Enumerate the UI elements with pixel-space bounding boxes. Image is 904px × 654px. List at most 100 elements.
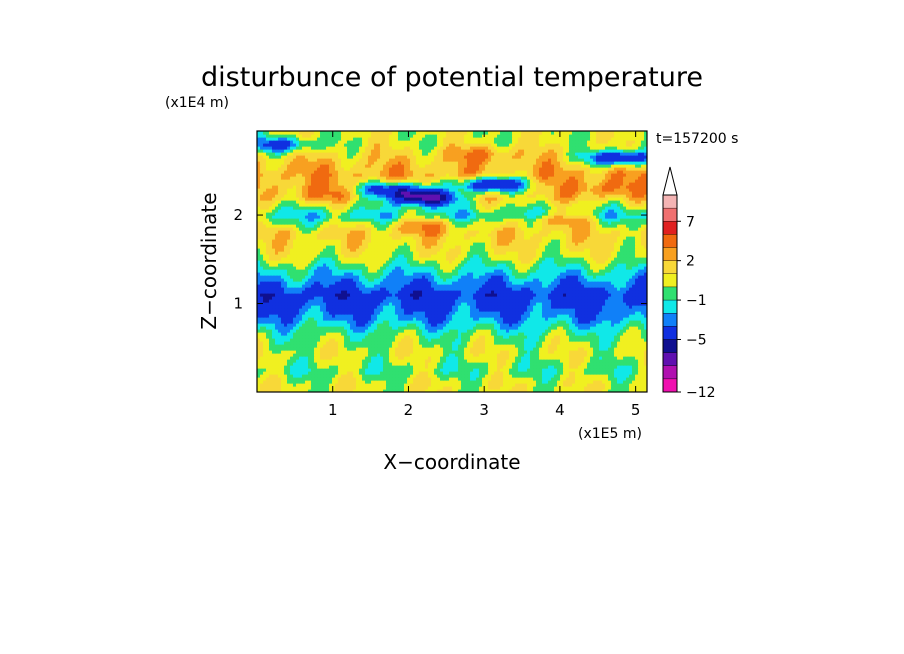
field-cell <box>260 296 264 300</box>
field-cell <box>353 311 357 315</box>
field-cell <box>557 359 561 363</box>
field-cell <box>365 383 369 387</box>
field-cell <box>638 356 642 360</box>
field-cell <box>257 275 261 279</box>
field-cell <box>428 341 432 345</box>
field-cell <box>326 353 330 357</box>
field-cell <box>263 296 267 300</box>
field-cell <box>395 299 399 303</box>
field-cell <box>545 293 549 297</box>
field-cell <box>509 341 513 345</box>
field-cell <box>500 299 504 303</box>
field-cell <box>464 353 468 357</box>
field-cell <box>302 341 306 345</box>
field-cell <box>422 308 426 312</box>
field-cell <box>569 332 573 336</box>
field-cell <box>299 314 303 318</box>
field-cell <box>635 314 639 318</box>
field-cell <box>392 305 396 309</box>
field-cell <box>272 323 276 327</box>
field-cell <box>296 332 300 336</box>
field-cell <box>464 278 468 282</box>
field-cell <box>467 302 471 306</box>
field-cell <box>362 386 366 390</box>
field-cell <box>455 344 459 348</box>
field-cell <box>503 365 507 369</box>
field-cell <box>464 299 468 303</box>
field-cell <box>440 326 444 330</box>
field-cell <box>632 341 636 345</box>
field-cell <box>581 335 585 339</box>
field-cell <box>377 323 381 327</box>
field-cell <box>257 380 261 384</box>
field-cell <box>518 308 522 312</box>
field-cell <box>611 383 615 387</box>
field-cell <box>398 326 402 330</box>
field-cell <box>305 326 309 330</box>
field-cell <box>584 314 588 318</box>
field-cell <box>413 368 417 372</box>
field-cell <box>515 290 519 294</box>
field-cell <box>410 329 414 333</box>
field-cell <box>467 365 471 369</box>
field-cell <box>455 386 459 390</box>
field-cell <box>425 347 429 351</box>
field-cell <box>563 383 567 387</box>
field-cell <box>470 350 474 354</box>
field-cell <box>368 293 372 297</box>
field-cell <box>482 344 486 348</box>
field-cell <box>353 335 357 339</box>
field-cell <box>569 296 573 300</box>
field-cell <box>311 338 315 342</box>
field-cell <box>506 305 510 309</box>
field-cell <box>629 338 633 342</box>
field-cell <box>404 281 408 285</box>
field-cell <box>275 377 279 381</box>
field-cell <box>587 374 591 378</box>
field-cell <box>581 296 585 300</box>
field-cell <box>542 305 546 309</box>
field-cell <box>596 320 600 324</box>
field-cell <box>509 338 513 342</box>
field-cell <box>524 278 528 282</box>
field-cell <box>551 305 555 309</box>
field-cell <box>293 281 297 285</box>
field-cell <box>386 287 390 291</box>
field-cell <box>554 362 558 366</box>
field-cell <box>554 338 558 342</box>
field-cell <box>512 362 516 366</box>
field-cell <box>596 311 600 315</box>
field-cell <box>587 383 591 387</box>
field-cell <box>557 338 561 342</box>
field-cell <box>413 389 417 392</box>
field-cell <box>407 344 411 348</box>
field-cell <box>548 362 552 366</box>
field-cell <box>434 317 438 321</box>
field-cell <box>623 368 627 372</box>
field-cell <box>344 368 348 372</box>
field-cell <box>464 302 468 306</box>
field-cell <box>506 281 510 285</box>
field-cell <box>275 299 279 303</box>
field-cell <box>455 374 459 378</box>
field-cell <box>479 305 483 309</box>
field-cell <box>569 308 573 312</box>
field-cell <box>497 374 501 378</box>
field-cell <box>347 290 351 294</box>
field-cell <box>308 323 312 327</box>
field-cell <box>638 290 642 294</box>
field-cell <box>611 374 615 378</box>
field-cell <box>464 329 468 333</box>
field-cell <box>269 320 273 324</box>
field-cell <box>437 356 441 360</box>
field-cell <box>338 323 342 327</box>
field-cell <box>308 317 312 321</box>
field-cell <box>398 332 402 336</box>
field-cell <box>398 353 402 357</box>
field-cell <box>644 377 647 381</box>
field-cell <box>608 287 612 291</box>
field-cell <box>497 386 501 390</box>
field-cell <box>428 362 432 366</box>
field-cell <box>584 329 588 333</box>
field-cell <box>443 284 447 288</box>
